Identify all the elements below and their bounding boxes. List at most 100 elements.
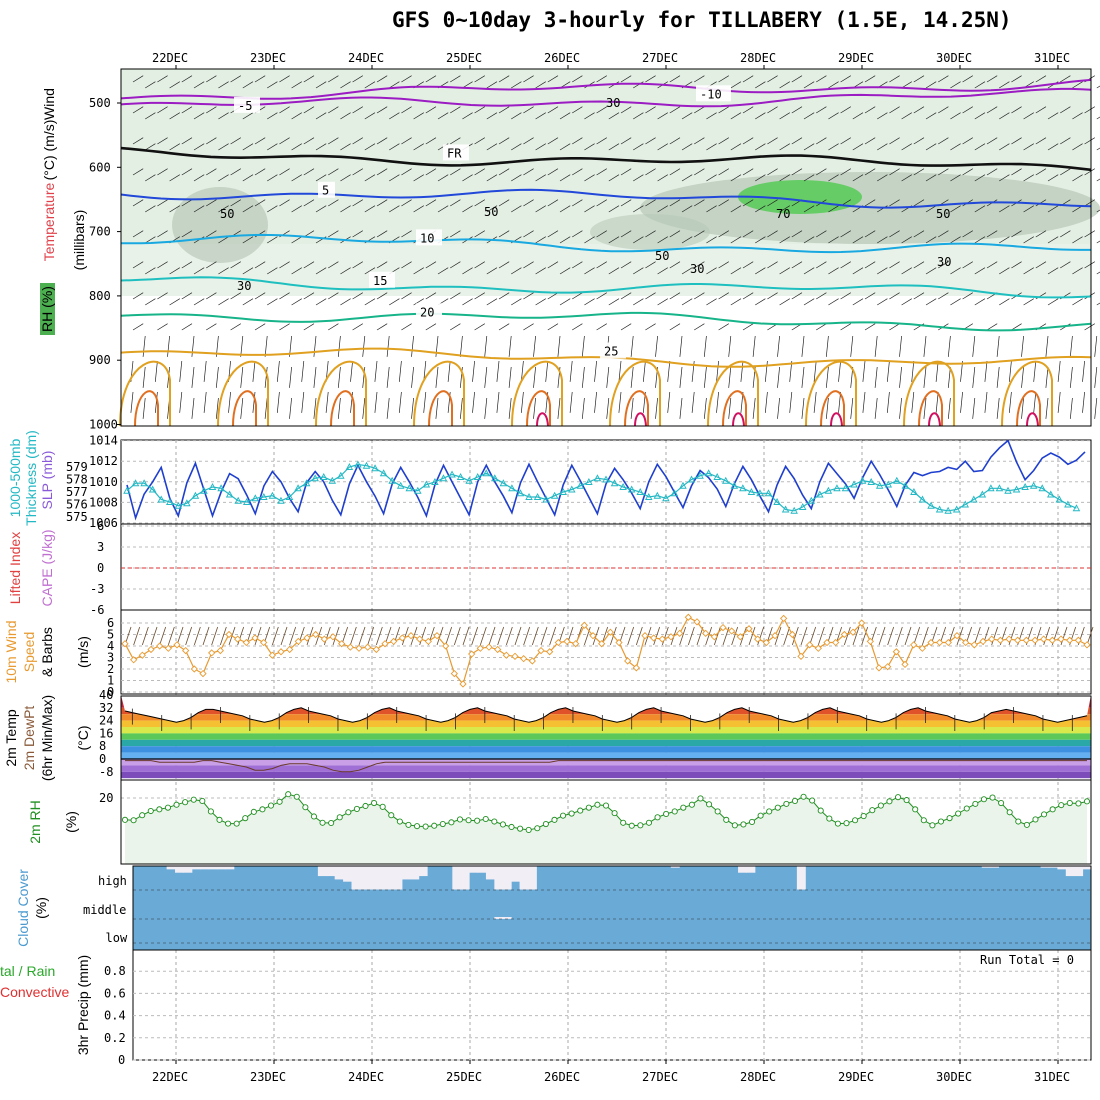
wind-barb — [764, 391, 768, 413]
wind-barb — [474, 137, 485, 145]
wind-barb — [511, 205, 522, 213]
wind-barb — [498, 261, 510, 269]
temp-tick-label: 32 — [99, 701, 113, 715]
thickness-point — [910, 488, 918, 495]
wind-barb-10m — [861, 626, 869, 646]
wind-barb — [401, 199, 412, 207]
isotherm-5 — [120, 188, 1092, 209]
wind-barb — [1045, 397, 1049, 419]
wind-barb — [899, 335, 902, 357]
wind-speed-point — [979, 637, 987, 646]
rh-point — [980, 796, 987, 803]
wind-barb — [340, 267, 351, 275]
wind-barb — [364, 112, 376, 120]
label-precip-convective: Convective — [0, 984, 69, 1000]
wind-barb — [679, 397, 683, 419]
wind-barb — [596, 137, 607, 145]
wind-barb — [960, 391, 963, 413]
wind-barb — [645, 168, 656, 176]
wind-barb — [938, 292, 949, 300]
wind-barb — [206, 261, 217, 269]
wind-barb — [962, 106, 973, 114]
wind-barb — [413, 298, 424, 306]
thickness-point — [850, 480, 858, 488]
wind-barb — [864, 199, 876, 207]
wind-barb — [474, 261, 485, 269]
wind-barb — [230, 199, 241, 207]
wind-barb-10m — [739, 626, 747, 646]
wind-barb — [584, 236, 595, 244]
wind-barb — [364, 298, 376, 306]
wind-barb — [328, 323, 339, 331]
wind-barb — [206, 75, 217, 83]
wind-barb — [572, 137, 583, 145]
wind-barb — [303, 106, 315, 114]
high-cloud-bar — [200, 866, 210, 870]
rh-point — [267, 802, 275, 809]
wind-barb — [816, 106, 827, 114]
wind-barb — [816, 230, 827, 238]
wind-barb-10m — [1060, 626, 1068, 646]
wind-barb — [328, 75, 339, 83]
wind-barb — [569, 360, 573, 382]
contour-hot — [526, 390, 551, 427]
thickness-point — [388, 476, 396, 484]
wind-barb — [655, 335, 658, 357]
rh-point — [345, 809, 352, 816]
wind-barb — [157, 106, 168, 114]
wind-barb — [193, 205, 205, 213]
label-rh2m-unit: (%) — [63, 811, 79, 833]
wind-barb — [633, 112, 644, 120]
wind-barb — [267, 298, 278, 306]
precip-tick-label: 0.8 — [104, 964, 126, 978]
wind-barb — [925, 298, 937, 306]
wind-barb — [669, 230, 681, 238]
high-cloud-bar — [317, 866, 327, 877]
rh-point — [302, 804, 309, 811]
thickness-point — [285, 493, 294, 500]
thickness-point — [568, 485, 576, 493]
cloud-level-label: middle — [83, 903, 126, 917]
wind-barb — [450, 323, 461, 331]
wind-barb — [791, 137, 803, 145]
wind-barb — [1011, 168, 1022, 176]
wind-barb — [328, 168, 339, 176]
wind-barb — [303, 261, 315, 269]
high-cloud-bar — [401, 866, 411, 880]
thickness-point — [1029, 481, 1038, 489]
wind-barb — [1023, 143, 1034, 151]
wind-tick-label: 1 — [107, 674, 114, 688]
rh-point — [499, 821, 506, 828]
wind-speed-point — [390, 637, 398, 646]
upper-air-frame — [120, 68, 1092, 427]
wind-barb — [559, 174, 571, 182]
wind-barb — [657, 174, 668, 182]
wind-barb — [1008, 391, 1012, 413]
wind-barb — [718, 323, 729, 331]
wind-barb — [303, 292, 315, 300]
wind-barb — [374, 360, 378, 382]
wind-barb — [315, 267, 327, 275]
thickness-point — [867, 478, 875, 485]
wind-barb — [254, 199, 266, 207]
wind-barb — [962, 292, 973, 300]
wind-barb — [1084, 323, 1095, 331]
bottom-date-label: 26DEC — [544, 1070, 580, 1084]
wind-speed-point — [381, 640, 389, 648]
wind-barb — [303, 168, 315, 176]
wind-barb — [1021, 366, 1024, 388]
contour-warm — [217, 360, 269, 427]
wind-barb — [242, 267, 254, 275]
wind-barb-10m — [401, 626, 409, 646]
wind-speed-point — [728, 627, 736, 635]
wind-barb — [886, 360, 890, 382]
wind-barb — [840, 292, 851, 300]
wind-barb — [169, 298, 180, 306]
wind-barb — [584, 298, 595, 306]
rh-point — [199, 797, 206, 804]
wind-barb — [1047, 174, 1059, 182]
label-temperature: Temperature — [41, 182, 57, 261]
wind-barb — [242, 236, 254, 244]
wind-barb — [669, 199, 681, 207]
wind-barb — [498, 230, 510, 238]
